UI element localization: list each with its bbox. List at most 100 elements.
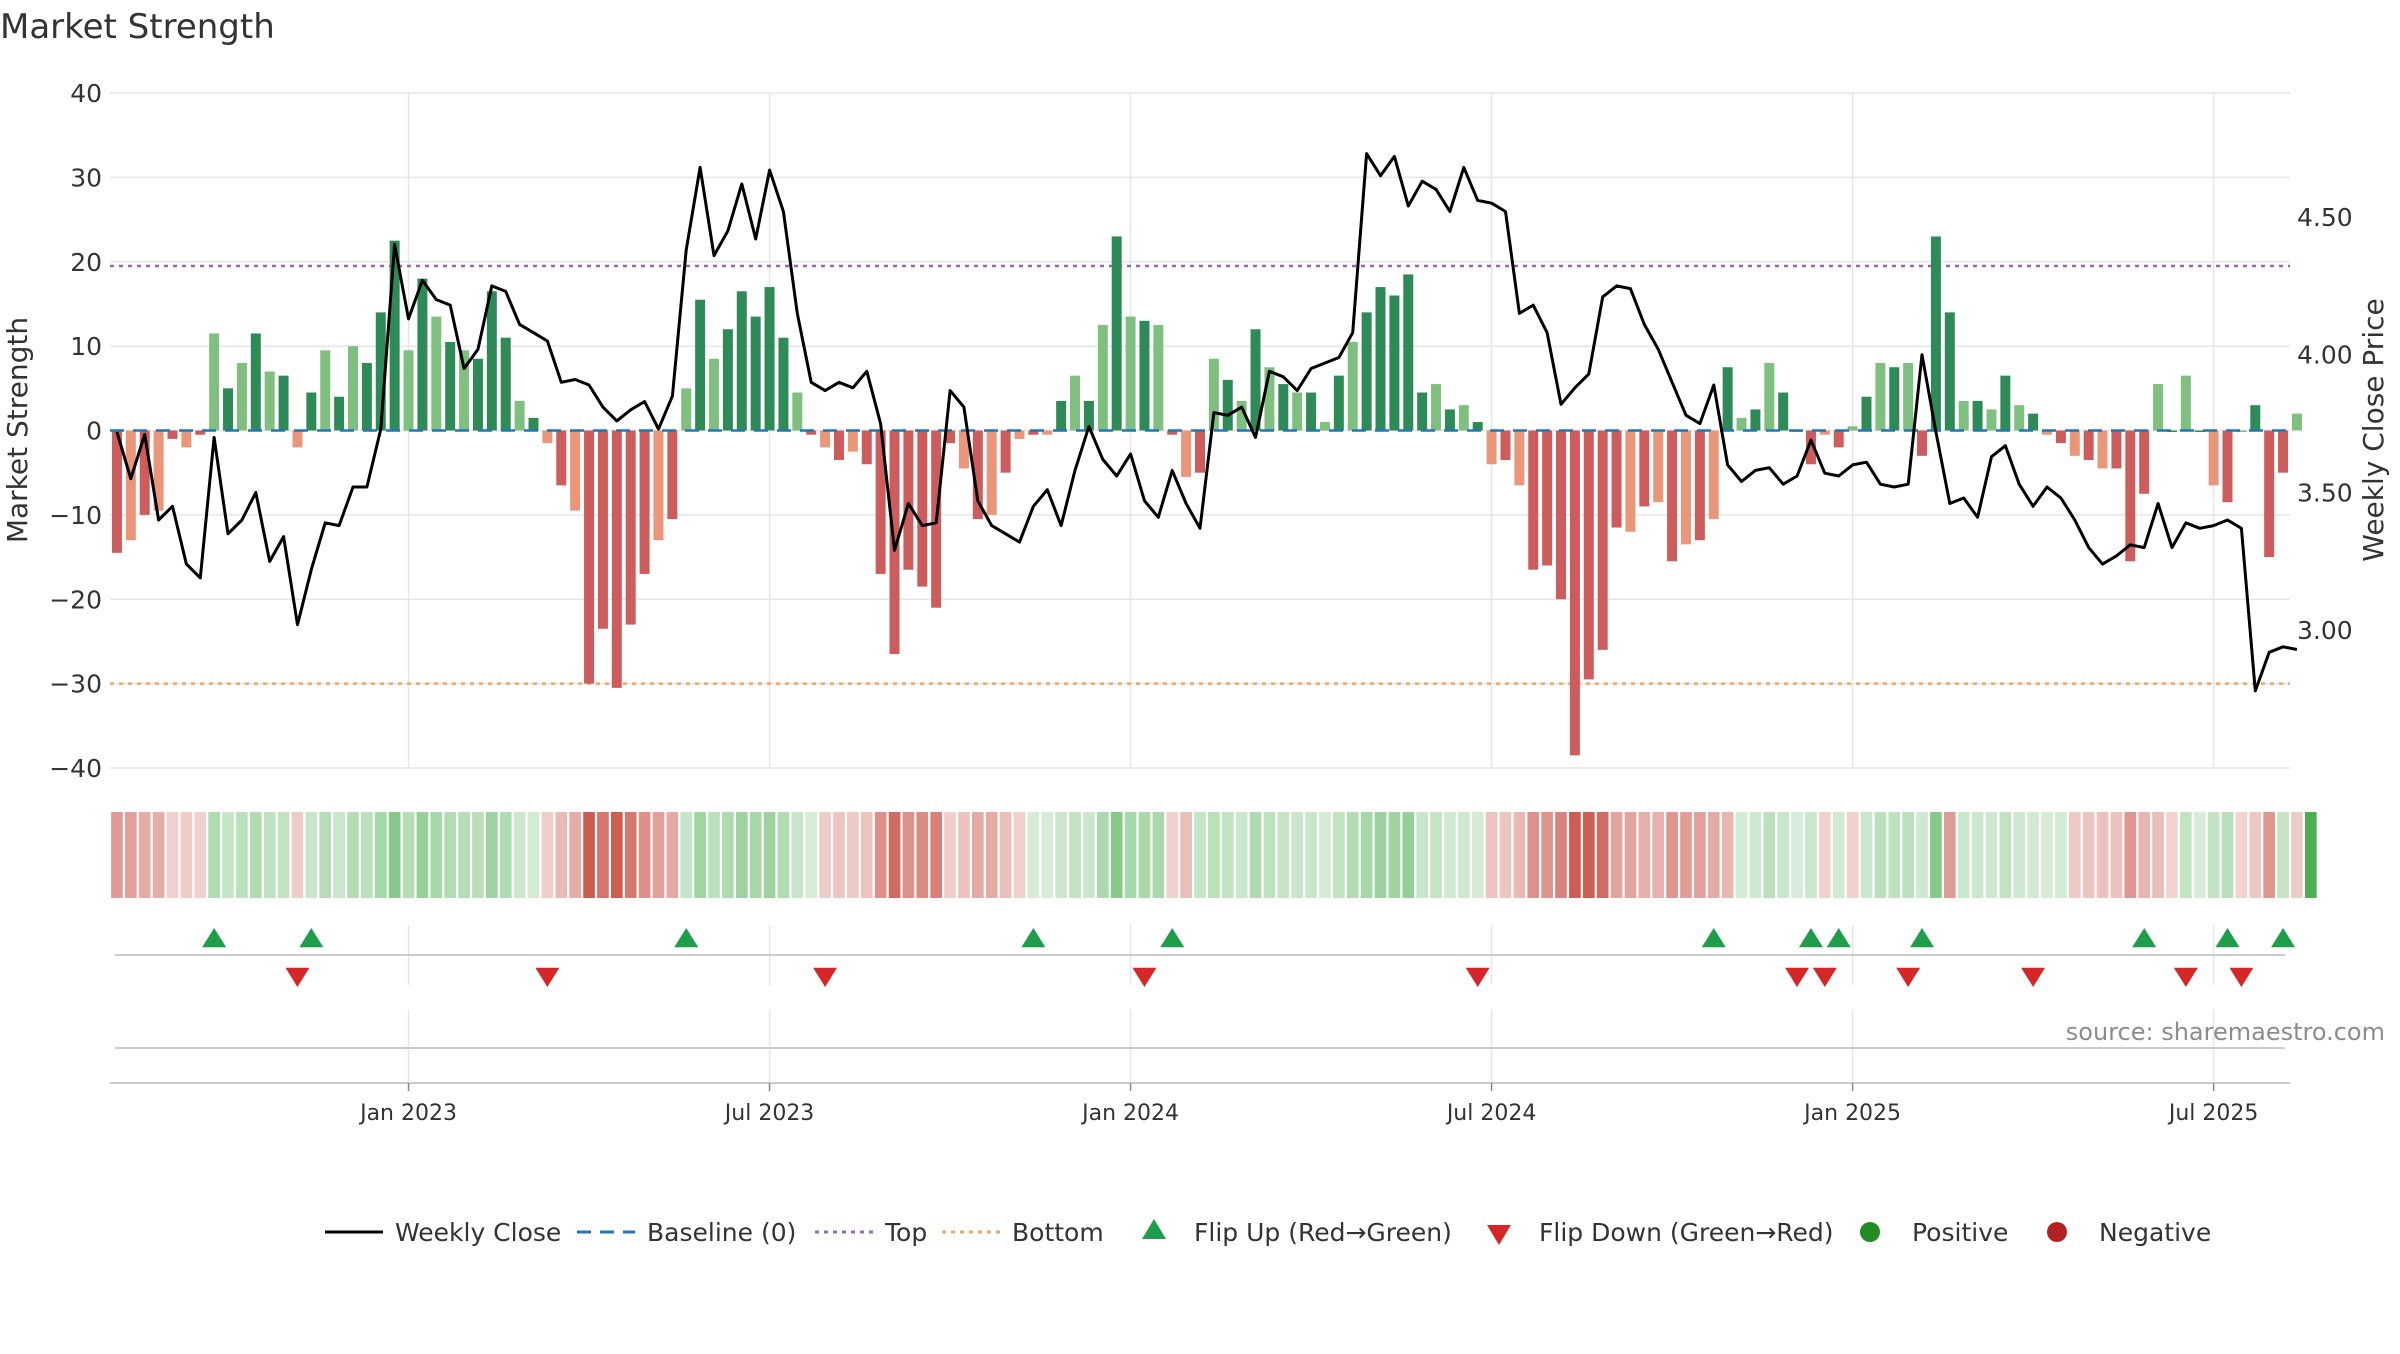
strength-bar	[2139, 430, 2150, 494]
strength-bar	[347, 346, 358, 431]
regime-cell	[222, 812, 234, 898]
regime-cell	[1680, 812, 1692, 898]
strength-bar	[2194, 430, 2205, 432]
regime-cell	[2166, 812, 2178, 898]
flip-down-marker	[1465, 967, 1490, 987]
strength-bar	[431, 316, 442, 431]
regime-cell	[2304, 812, 2317, 898]
regime-cell	[236, 812, 248, 898]
strength-bar	[1222, 379, 1233, 431]
flip-up-marker	[1160, 928, 1185, 948]
regime-cell	[1180, 812, 1192, 898]
strength-bar	[833, 430, 844, 461]
regime-cell	[263, 812, 276, 898]
strength-bar	[1458, 405, 1469, 431]
strength-bar	[209, 333, 220, 431]
strength-bar	[445, 341, 456, 431]
strength-bar	[1264, 367, 1275, 431]
regime-cell	[1610, 812, 1623, 898]
strength-bar	[1625, 430, 1636, 532]
regime-cell	[1485, 812, 1498, 898]
strength-bar	[236, 363, 247, 431]
y-tick-label: 10	[70, 332, 102, 361]
regime-cell	[1194, 812, 1206, 898]
flip-down-marker	[285, 967, 310, 987]
strength-bar	[1680, 430, 1691, 545]
strength-bar	[1708, 430, 1719, 520]
regime-cell	[388, 812, 401, 898]
strength-bar	[153, 430, 164, 511]
legend-label: Top	[884, 1218, 927, 1247]
strength-bar	[1153, 325, 1164, 431]
legend-label: Flip Up (Red→Green)	[1194, 1218, 1452, 1247]
strength-bar	[722, 329, 733, 431]
flip-up-marker	[1701, 928, 1726, 948]
regime-cell	[958, 812, 970, 898]
y-tick-label: 20	[70, 248, 102, 277]
strength-bar	[195, 430, 206, 435]
strength-bar	[1403, 274, 1414, 431]
regime-cell	[166, 812, 179, 898]
regime-cell	[791, 812, 804, 898]
regime-cell	[1555, 812, 1567, 898]
regime-cell	[666, 812, 679, 898]
regime-cell	[444, 812, 457, 898]
strength-bar	[403, 350, 414, 431]
strength-bar	[2222, 430, 2233, 503]
strength-bar	[264, 371, 275, 431]
regime-cell	[1263, 812, 1276, 898]
flip-down-marker	[1132, 967, 1157, 987]
strength-bar	[903, 430, 914, 570]
strength-bar	[625, 430, 636, 625]
strength-bar	[1208, 358, 1219, 431]
strength-bar	[2000, 375, 2011, 431]
strength-bar	[1000, 430, 1011, 473]
y-tick-label: 0	[86, 417, 102, 446]
regime-cell	[1346, 812, 1359, 898]
strength-bar	[695, 299, 706, 431]
strength-bar	[1917, 430, 1928, 456]
flip-up-marker	[2132, 928, 2157, 948]
strength-bar	[1139, 320, 1150, 431]
strength-bar	[2250, 405, 2261, 431]
strength-bar	[1611, 430, 1622, 528]
legend-swatch-triangle-down	[1487, 1225, 1511, 1245]
regime-cell	[722, 812, 734, 898]
strength-bar	[2153, 384, 2164, 431]
strength-bar	[820, 430, 831, 448]
legend-item: Top	[815, 1218, 927, 1247]
strength-bar	[1861, 396, 1872, 431]
strength-bar	[1528, 430, 1539, 570]
legend: Weekly Close Baseline (0) Top Bottom Flip Up…	[325, 1218, 2211, 1247]
strength-bar	[1889, 367, 1900, 431]
y-tick-label: 40	[70, 79, 102, 108]
strength-bar	[1764, 363, 1775, 431]
strength-bar	[514, 400, 525, 431]
strength-bar	[320, 350, 331, 431]
regime-cell	[1124, 812, 1137, 898]
strength-bar	[1569, 430, 1580, 756]
strength-bar	[459, 350, 470, 431]
y-tick-label: −30	[49, 670, 102, 699]
regime-cell	[1333, 812, 1345, 898]
legend-swatch-circle	[2047, 1222, 2067, 1242]
regime-cell	[472, 812, 484, 898]
regime-cell	[1388, 812, 1401, 898]
regime-cell	[944, 812, 956, 898]
strength-bar	[361, 363, 372, 431]
strength-bar	[2208, 430, 2219, 486]
regime-cell	[972, 812, 984, 898]
regime-cell	[2180, 812, 2192, 898]
regime-cell	[1971, 812, 1984, 898]
legend-swatch-triangle-up	[1142, 1219, 1166, 1239]
strength-bar	[1083, 400, 1094, 431]
strength-bar	[1236, 400, 1247, 431]
regime-cell	[624, 812, 637, 898]
regime-cell	[430, 812, 443, 898]
flip-down-marker	[2021, 967, 2046, 987]
regime-cell	[1943, 812, 1956, 898]
regime-cell	[694, 812, 706, 898]
regime-cell	[916, 812, 929, 898]
threshold-layer	[110, 264, 2290, 685]
